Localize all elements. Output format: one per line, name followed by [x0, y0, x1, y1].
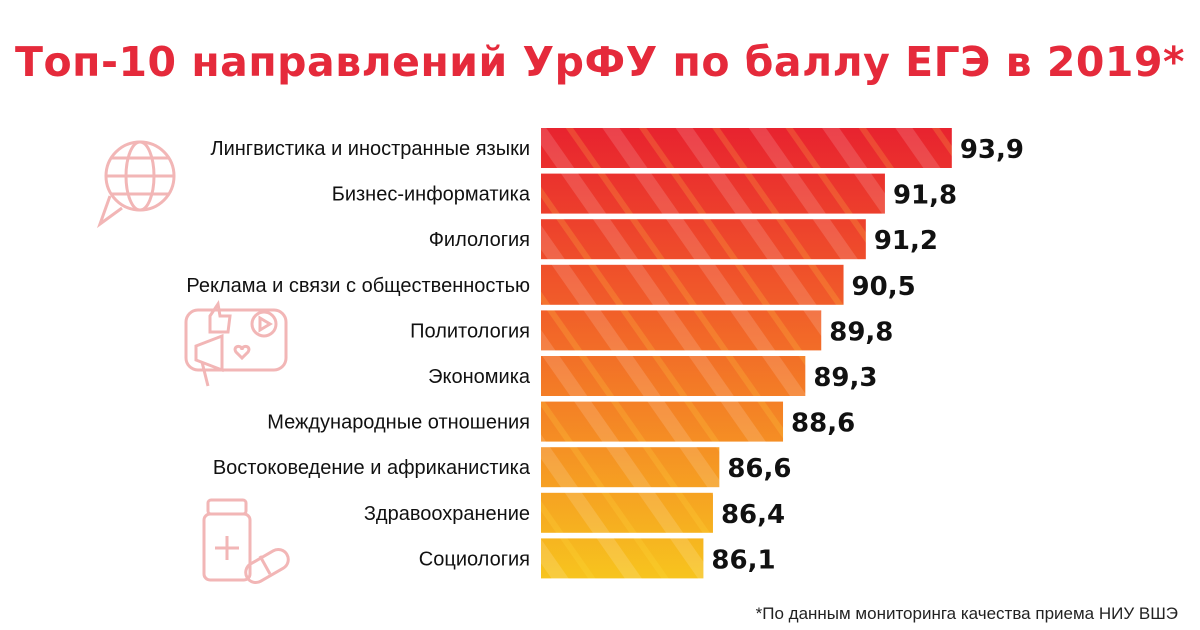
medicine-bottle-icon [202, 498, 290, 584]
category-label: Здравоохранение [364, 503, 530, 525]
bar-gap [541, 578, 706, 584]
category-label: Востоковедение и африканистика [213, 457, 531, 479]
chart-top-mask [541, 100, 1041, 128]
bar-gap [541, 168, 954, 174]
bar-mask [712, 491, 1200, 540]
bar-mask [703, 537, 1200, 585]
bar-mask [951, 127, 1200, 175]
chart-title: Топ-10 направлений УрФУ по баллу ЕГЭ в 2… [15, 38, 1185, 86]
value-label: 86,4 [721, 500, 785, 530]
bar-mask [805, 355, 1200, 403]
bar-mask [783, 400, 1200, 449]
category-label: Бизнес-информатика [332, 184, 531, 206]
category-label: Международные отношения [267, 412, 530, 434]
value-label: 88,6 [791, 409, 855, 439]
bar-gap [541, 350, 824, 356]
bar-mask [884, 172, 1200, 221]
bar-gap [541, 213, 887, 220]
bar-mask [865, 218, 1200, 266]
bar-mask [719, 446, 1200, 494]
bar-gap [541, 396, 808, 402]
category-label: Лингвистика и иностранные языки [210, 138, 530, 160]
value-label: 86,6 [727, 454, 791, 484]
value-label: 91,2 [874, 226, 938, 256]
category-label: Экономика [428, 366, 531, 388]
globe-chat-icon [96, 140, 176, 229]
category-label: Социология [419, 548, 530, 570]
social-media-megaphone-icon [184, 300, 288, 387]
category-label: Филология [429, 229, 530, 251]
bar-mask [843, 263, 1200, 312]
bar-mask [821, 309, 1200, 357]
value-label: 89,3 [813, 363, 877, 393]
bar-gap [541, 304, 846, 311]
category-label: Реклама и связи с общественностью [186, 275, 530, 297]
bar-gap [541, 487, 722, 493]
bar-gap [541, 441, 786, 448]
value-label: 89,8 [829, 317, 893, 347]
footnote: *По данным мониторинга качества приема Н… [755, 604, 1178, 623]
value-label: 90,5 [852, 272, 916, 302]
category-label: Политология [410, 320, 530, 342]
bar-gap [541, 259, 868, 265]
value-label: 93,9 [960, 135, 1024, 165]
value-label: 86,1 [711, 545, 775, 575]
value-label: 91,8 [893, 181, 957, 211]
bar-gap [541, 532, 715, 539]
